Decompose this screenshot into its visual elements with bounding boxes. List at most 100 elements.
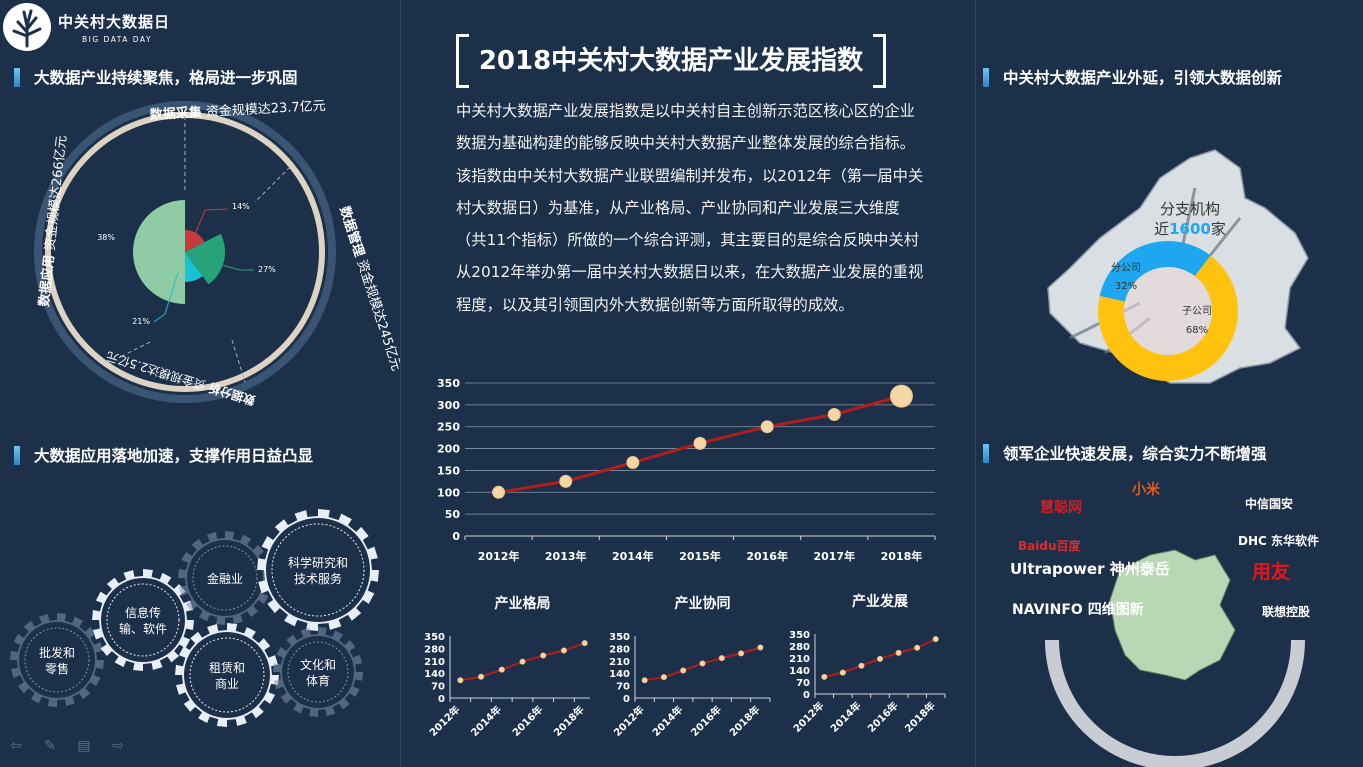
data-point bbox=[457, 677, 464, 684]
data-point bbox=[760, 420, 774, 434]
donut-pct-sub: 68% bbox=[1186, 325, 1208, 336]
gear-label-3: 技术服务 bbox=[294, 571, 342, 586]
data-point bbox=[889, 384, 913, 408]
x-tick-label: 2015年 bbox=[679, 549, 721, 563]
y-tick-label: 280 bbox=[789, 642, 810, 653]
ring-label-management: 数据管理 资金规模达245亿元 bbox=[336, 204, 400, 372]
map-label-line2: 近1600家 bbox=[1154, 220, 1226, 238]
y-tick-label: 200 bbox=[437, 443, 460, 456]
data-point bbox=[519, 658, 526, 665]
y-tick-label: 350 bbox=[609, 632, 630, 643]
rose-label-2: 27% bbox=[258, 265, 276, 274]
company-logo-0: 慧聪网 bbox=[1040, 499, 1082, 516]
gear-label-3: 科学研究和 bbox=[288, 555, 348, 570]
data-point bbox=[877, 655, 883, 662]
rose-slice-1 bbox=[185, 230, 205, 252]
y-tick-label: 70 bbox=[616, 682, 630, 693]
slides-icon[interactable]: ▤ bbox=[77, 738, 91, 754]
gear-label-5: 体育 bbox=[306, 673, 330, 688]
data-point bbox=[718, 655, 725, 662]
y-tick-label: 350 bbox=[437, 377, 460, 390]
y-tick-label: 0 bbox=[438, 694, 445, 705]
data-point bbox=[914, 644, 921, 651]
data-point bbox=[827, 407, 841, 421]
y-tick-label: 280 bbox=[609, 644, 630, 655]
chart-title: 产业协同 bbox=[675, 595, 731, 612]
data-point bbox=[738, 650, 745, 657]
x-tick-label: 2012年 bbox=[478, 549, 520, 563]
y-tick-label: 250 bbox=[437, 421, 460, 434]
company-logo-8: 联想控股 bbox=[1262, 604, 1311, 619]
back-arrow-icon[interactable]: ⇦ bbox=[10, 738, 22, 754]
y-tick-label: 210 bbox=[789, 654, 810, 665]
rose-label-1: 14% bbox=[232, 202, 250, 211]
y-tick-label: 70 bbox=[796, 678, 810, 689]
x-tick-label: 2014年 bbox=[828, 699, 864, 735]
gear-label-4: 租赁和 bbox=[209, 661, 245, 675]
column-divider-left bbox=[400, 0, 401, 767]
data-point bbox=[699, 660, 706, 667]
data-point bbox=[581, 640, 588, 647]
y-tick-label: 50 bbox=[445, 508, 461, 521]
x-tick-label: 2014年 bbox=[649, 703, 685, 739]
gear-label-0: 零售 bbox=[45, 661, 69, 676]
x-tick-label: 2013年 bbox=[545, 549, 587, 563]
data-point bbox=[839, 669, 846, 676]
slide-nav: ⇦ ✎ ▤ ⇨ bbox=[6, 738, 128, 754]
x-tick-label: 2018年 bbox=[902, 699, 938, 735]
data-point bbox=[757, 644, 764, 651]
x-tick-label: 2018年 bbox=[727, 703, 763, 739]
x-tick-label: 2012年 bbox=[790, 699, 826, 735]
y-tick-label: 210 bbox=[609, 657, 630, 668]
x-tick-label: 2014年 bbox=[612, 549, 654, 563]
beijing-map-donut: 分支机构 近1600家 分公司 32% 子公司 68% bbox=[1047, 149, 1309, 384]
y-tick-label: 0 bbox=[623, 694, 630, 705]
y-tick-label: 0 bbox=[803, 690, 810, 701]
company-logo-3: DHC 东华软件 bbox=[1238, 533, 1319, 548]
gear-label-1: 输、软件 bbox=[119, 621, 167, 636]
data-point bbox=[821, 673, 828, 680]
y-tick-label: 100 bbox=[437, 486, 460, 499]
map-label-line1: 分支机构 bbox=[1160, 200, 1220, 218]
gear-label-0: 批发和 bbox=[39, 645, 75, 660]
y-tick-label: 350 bbox=[424, 632, 445, 643]
section-title-leading-companies: 领军企业快速发展，综合实力不断增强 bbox=[983, 442, 1267, 464]
y-tick-label: 0 bbox=[452, 530, 460, 543]
logo-title: 中关村大数据日 bbox=[58, 12, 171, 31]
x-tick-label: 2017年 bbox=[813, 549, 855, 563]
y-tick-label: 150 bbox=[437, 464, 460, 477]
rose-label-3: 21% bbox=[132, 317, 150, 326]
chart-title: 产业发展 bbox=[852, 593, 908, 610]
forward-arrow-icon[interactable]: ⇨ bbox=[112, 738, 124, 754]
data-point bbox=[641, 677, 648, 684]
rose-slice-3 bbox=[185, 252, 203, 282]
pen-icon[interactable]: ✎ bbox=[44, 738, 56, 754]
gear-label-2: 金融业 bbox=[207, 571, 243, 586]
y-tick-label: 280 bbox=[424, 644, 445, 655]
data-point bbox=[932, 636, 939, 643]
company-logo-4: Baidu百度 bbox=[1018, 538, 1081, 553]
gear-label-5: 文化和 bbox=[300, 657, 336, 672]
gear-2: 金融业 bbox=[178, 531, 272, 625]
data-point bbox=[858, 662, 865, 669]
donut-slice-0 bbox=[1099, 241, 1211, 302]
rose-slice-2 bbox=[185, 233, 226, 285]
data-point bbox=[492, 485, 506, 499]
data-point bbox=[680, 667, 687, 674]
company-logo-2: 中信国安 bbox=[1245, 496, 1293, 511]
donut-pct-branch: 32% bbox=[1115, 281, 1137, 292]
y-tick-label: 210 bbox=[424, 657, 445, 668]
ring-label-collection: 数据采集 资金规模达23.7亿元 bbox=[149, 98, 326, 123]
zhongguancun-map-shape bbox=[1109, 549, 1236, 681]
main-index-line-chart: 0 50 100 150 200 250 300 350 2012年 2013年 2014年 2015… bbox=[437, 377, 936, 563]
